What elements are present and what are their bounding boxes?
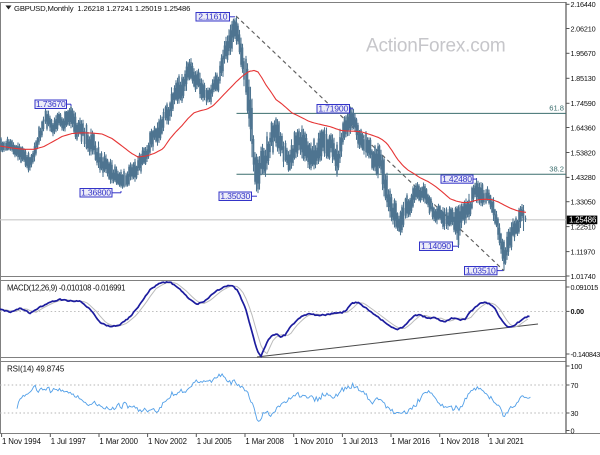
svg-text:0: 0 [571, 426, 575, 435]
svg-text:1 Jul 2021: 1 Jul 2021 [489, 437, 524, 446]
svg-text:1 Nov 2018: 1 Nov 2018 [440, 437, 479, 446]
svg-text:30: 30 [571, 409, 579, 418]
svg-text:2.11610: 2.11610 [198, 12, 227, 22]
svg-text:ActionForex.com: ActionForex.com [366, 36, 506, 57]
svg-text:2.16440: 2.16440 [571, 0, 596, 9]
svg-text:1.11970: 1.11970 [571, 247, 596, 256]
svg-text:1.53820: 1.53820 [571, 148, 596, 157]
svg-text:1.64360: 1.64360 [571, 123, 596, 132]
svg-text:RSI(14) 49.8745: RSI(14) 49.8745 [7, 365, 65, 374]
svg-text:-0.140843: -0.140843 [571, 350, 600, 359]
svg-text:1.33050: 1.33050 [571, 198, 596, 207]
svg-text:0.091015: 0.091015 [571, 283, 599, 292]
svg-text:1 Jul 2005: 1 Jul 2005 [197, 437, 233, 446]
svg-text:1 Jul 2013: 1 Jul 2013 [343, 437, 378, 446]
svg-text:1 Mar 2000: 1 Mar 2000 [99, 437, 138, 446]
svg-text:1.73670: 1.73670 [36, 99, 66, 109]
svg-text:1.74590: 1.74590 [571, 99, 596, 108]
svg-text:1.35030: 1.35030 [220, 191, 250, 201]
svg-text:1.71900: 1.71900 [318, 104, 348, 114]
svg-text:1.85130: 1.85130 [571, 74, 596, 83]
svg-text:1.43280: 1.43280 [571, 173, 596, 182]
svg-text:1 Nov 1994: 1 Nov 1994 [2, 437, 42, 446]
svg-text:1.36800: 1.36800 [81, 188, 111, 198]
svg-text:1 Nov 2002: 1 Nov 2002 [148, 437, 187, 446]
svg-text:1 Mar 2016: 1 Mar 2016 [391, 437, 429, 446]
svg-text:1.25486: 1.25486 [569, 216, 596, 225]
svg-text:1 Mar 2008: 1 Mar 2008 [245, 437, 283, 446]
svg-text:1.14090: 1.14090 [421, 241, 451, 251]
svg-text:1 Nov 2010: 1 Nov 2010 [294, 437, 334, 446]
svg-text:38.2: 38.2 [549, 164, 564, 173]
svg-text:70: 70 [571, 381, 579, 390]
svg-text:1 Jul 1997: 1 Jul 1997 [51, 437, 86, 446]
svg-text:1.42480: 1.42480 [442, 174, 472, 184]
svg-text:61.8: 61.8 [549, 104, 564, 113]
svg-text:0.00: 0.00 [571, 307, 585, 316]
svg-text:2.06210: 2.06210 [571, 24, 596, 33]
svg-text:1.95670: 1.95670 [571, 49, 596, 58]
svg-text:1.03510: 1.03510 [466, 266, 496, 276]
svg-text:MACD(12,26,9) -0.010108 -0.016: MACD(12,26,9) -0.010108 -0.016991 [7, 284, 125, 293]
svg-text:GBPUSD,Monthly 1.26218 1.2724: GBPUSD,Monthly 1.26218 1.27241 1.25019 1… [14, 4, 190, 13]
svg-text:100: 100 [571, 362, 583, 371]
svg-text:1.01740: 1.01740 [571, 272, 596, 281]
